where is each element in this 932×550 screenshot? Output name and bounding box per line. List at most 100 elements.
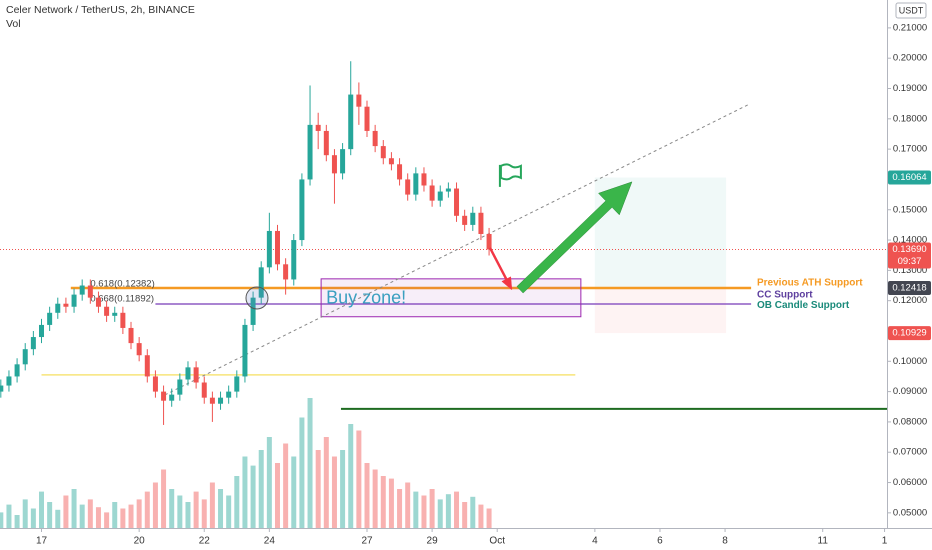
level-label: OB Candle Support bbox=[757, 300, 850, 311]
candle-body bbox=[144, 355, 150, 377]
volume-bar bbox=[388, 478, 394, 528]
volume-bar bbox=[177, 495, 183, 528]
volume-bar bbox=[445, 494, 451, 528]
candle-body bbox=[331, 155, 337, 174]
volume-bar bbox=[112, 502, 118, 528]
currency-box bbox=[895, 2, 927, 19]
volume-bar bbox=[454, 491, 460, 528]
volume-bar bbox=[71, 489, 77, 528]
candle-body bbox=[14, 364, 20, 377]
buy-zone bbox=[320, 278, 582, 318]
candle-body bbox=[185, 367, 191, 380]
candle-body bbox=[258, 267, 264, 298]
fib-label: 0.668(0.11892) bbox=[90, 293, 154, 304]
candle-body bbox=[454, 188, 460, 216]
y-tick-label: 0.09000 bbox=[893, 386, 927, 397]
candle-body bbox=[71, 294, 77, 307]
trend-line bbox=[164, 104, 749, 396]
candle-body bbox=[372, 130, 378, 147]
candle-body bbox=[462, 215, 468, 225]
volume-bar bbox=[307, 398, 313, 528]
y-tick-label: 0.18000 bbox=[893, 113, 927, 124]
candle-body bbox=[340, 149, 346, 174]
candle-body bbox=[161, 391, 167, 401]
volume-bar bbox=[39, 491, 45, 528]
candle-body bbox=[283, 264, 289, 280]
volume-bar bbox=[63, 495, 69, 528]
candle-body bbox=[429, 185, 435, 201]
volume-bar bbox=[55, 509, 61, 528]
y-tick-label: 0.08000 bbox=[893, 416, 927, 427]
y-tick-label: 0.15000 bbox=[893, 204, 927, 215]
volume-bar bbox=[226, 495, 232, 528]
volume-bar bbox=[169, 489, 175, 528]
candle-body bbox=[193, 367, 199, 383]
x-tick-label: Oct bbox=[489, 536, 505, 547]
candle-body bbox=[470, 212, 476, 225]
fib-label: 0.618(0.12382) bbox=[90, 279, 154, 290]
candle-body bbox=[112, 312, 118, 316]
volume-bar bbox=[470, 496, 476, 528]
volume-bar bbox=[14, 515, 20, 528]
x-tick-label: 1 bbox=[882, 536, 888, 547]
price-tag-label: 0.12418 bbox=[892, 283, 926, 294]
candle-body bbox=[478, 212, 484, 234]
candle-body bbox=[307, 124, 313, 180]
price-tag-label: 0.10929 bbox=[892, 328, 926, 339]
candle-body bbox=[169, 394, 175, 401]
volume-bar bbox=[364, 463, 370, 528]
price-tag bbox=[888, 281, 931, 296]
volume-bar bbox=[218, 489, 224, 528]
x-tick-label: 17 bbox=[36, 536, 48, 547]
volume-bar bbox=[193, 491, 199, 528]
volume-bar bbox=[315, 450, 321, 528]
volume-bar bbox=[95, 507, 101, 528]
y-tick-label: 0.20000 bbox=[893, 53, 927, 64]
volume-bar bbox=[274, 463, 280, 528]
volume-bar bbox=[87, 499, 93, 528]
volume-bar bbox=[201, 499, 207, 528]
y-tick-label: 0.13000 bbox=[893, 265, 927, 276]
volume-bar bbox=[22, 499, 28, 528]
volume-bar bbox=[372, 469, 378, 528]
candle-body bbox=[87, 285, 93, 298]
candle-body bbox=[266, 230, 272, 268]
candle-body bbox=[405, 179, 411, 195]
candle-body bbox=[437, 191, 443, 201]
y-tick-label: 0.12000 bbox=[893, 295, 927, 306]
volume-bar bbox=[397, 489, 403, 528]
volume-bar bbox=[331, 456, 337, 528]
x-tick-label: 24 bbox=[264, 536, 276, 547]
candle-body bbox=[79, 285, 85, 295]
volume-bar bbox=[258, 450, 264, 528]
volume-bar bbox=[299, 417, 305, 528]
candle-body bbox=[30, 337, 36, 350]
x-tick-label: 22 bbox=[199, 536, 211, 547]
volume-bar bbox=[250, 465, 256, 528]
candle-body bbox=[348, 94, 354, 150]
candle-body bbox=[22, 349, 28, 365]
volume-bar bbox=[323, 437, 329, 528]
volume-bar bbox=[0, 512, 4, 528]
candle-body bbox=[242, 324, 248, 377]
candle-body bbox=[364, 106, 370, 131]
volume-bar bbox=[380, 476, 386, 528]
candle-body bbox=[250, 297, 256, 325]
volume-bar bbox=[104, 512, 110, 528]
price-tag-label: 0.16064 bbox=[892, 172, 926, 183]
candle-body bbox=[380, 146, 386, 159]
volume-bar bbox=[209, 482, 215, 528]
candle-body bbox=[63, 303, 69, 307]
candle-body bbox=[136, 343, 142, 356]
volume-bar bbox=[437, 499, 443, 528]
candle-body bbox=[274, 230, 280, 265]
candle-body bbox=[397, 164, 403, 180]
volume-bar bbox=[291, 456, 297, 528]
x-tick-label: 20 bbox=[134, 536, 146, 547]
y-tick-label: 0.06000 bbox=[893, 477, 927, 488]
candle-body bbox=[47, 312, 53, 325]
flag-cloth bbox=[499, 163, 522, 181]
level-label: CC Support bbox=[757, 289, 813, 300]
candle-body bbox=[234, 376, 240, 392]
volume-bar bbox=[6, 504, 12, 528]
